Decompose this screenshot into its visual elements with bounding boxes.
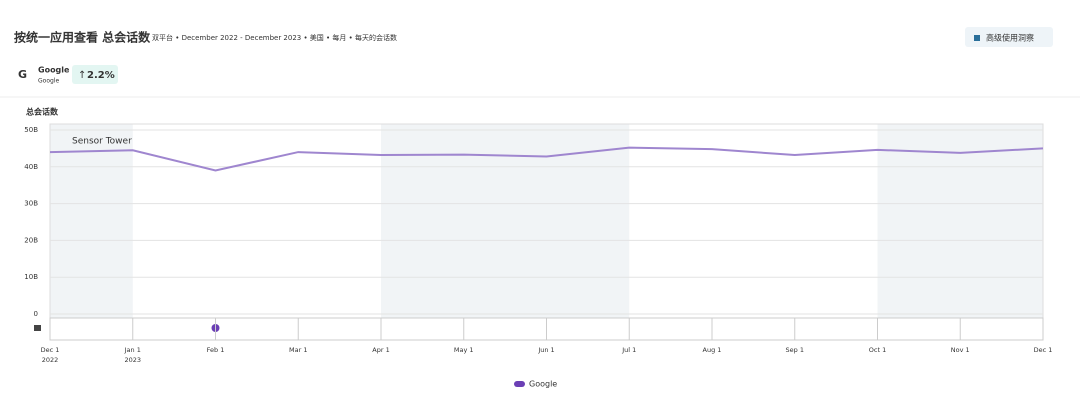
y-tick-label: 40B — [24, 163, 38, 171]
x-tick-label: Jun 1 — [537, 346, 554, 354]
x-tick-label: Jan 1 — [124, 346, 141, 354]
change-value: 2.2% — [87, 70, 115, 81]
band — [877, 124, 1043, 318]
app-icon: G — [18, 68, 27, 81]
x-tick-label: Dec 1 — [41, 346, 60, 354]
lock-icon — [974, 35, 980, 41]
y-tick-label: 30B — [24, 200, 38, 208]
insight-button[interactable] — [965, 27, 1053, 47]
legend-swatch — [514, 381, 525, 387]
event-icon — [34, 325, 41, 331]
x-tick-label: Dec 1 — [1034, 346, 1053, 354]
legend-label: Google — [529, 380, 557, 389]
y-tick-label: 50B — [24, 126, 38, 134]
x-tick-label: Nov 1 — [951, 346, 970, 354]
x-tick-label: Feb 1 — [207, 346, 225, 354]
x-tick-label: Sep 1 — [786, 346, 804, 354]
x-tick-label: Oct 1 — [869, 346, 886, 354]
x-tick-label: Apr 1 — [372, 346, 389, 354]
y-tick-label: 10B — [24, 273, 38, 281]
band — [381, 124, 630, 318]
x-tick-label: Aug 1 — [703, 346, 722, 354]
chart-title: 总会话数 — [26, 107, 59, 117]
band — [50, 124, 133, 318]
page-subtitle: 双平台 • December 2022 - December 2023 • 美国… — [152, 33, 397, 42]
app-name: Google — [38, 66, 70, 75]
change-arrow: ↑ — [78, 70, 86, 81]
y-tick-label: 20B — [24, 236, 38, 244]
change-badge — [72, 65, 118, 84]
x-year-label: 2022 — [42, 356, 59, 364]
series-line — [49, 146, 1044, 172]
y-tick-label: 0 — [34, 310, 38, 318]
x-tick-label: May 1 — [454, 346, 474, 354]
page-title: 按统一应用查看 总会话数 — [14, 30, 151, 45]
x-tick-label: Jul 1 — [621, 346, 636, 354]
watermark: Sensor Tower — [72, 137, 132, 147]
x-tick-label: Mar 1 — [289, 346, 307, 354]
x-year-label: 2023 — [124, 356, 141, 364]
insight-button-label[interactable]: 高级使用洞察 — [986, 33, 1034, 43]
app-publisher: Google — [38, 78, 59, 85]
